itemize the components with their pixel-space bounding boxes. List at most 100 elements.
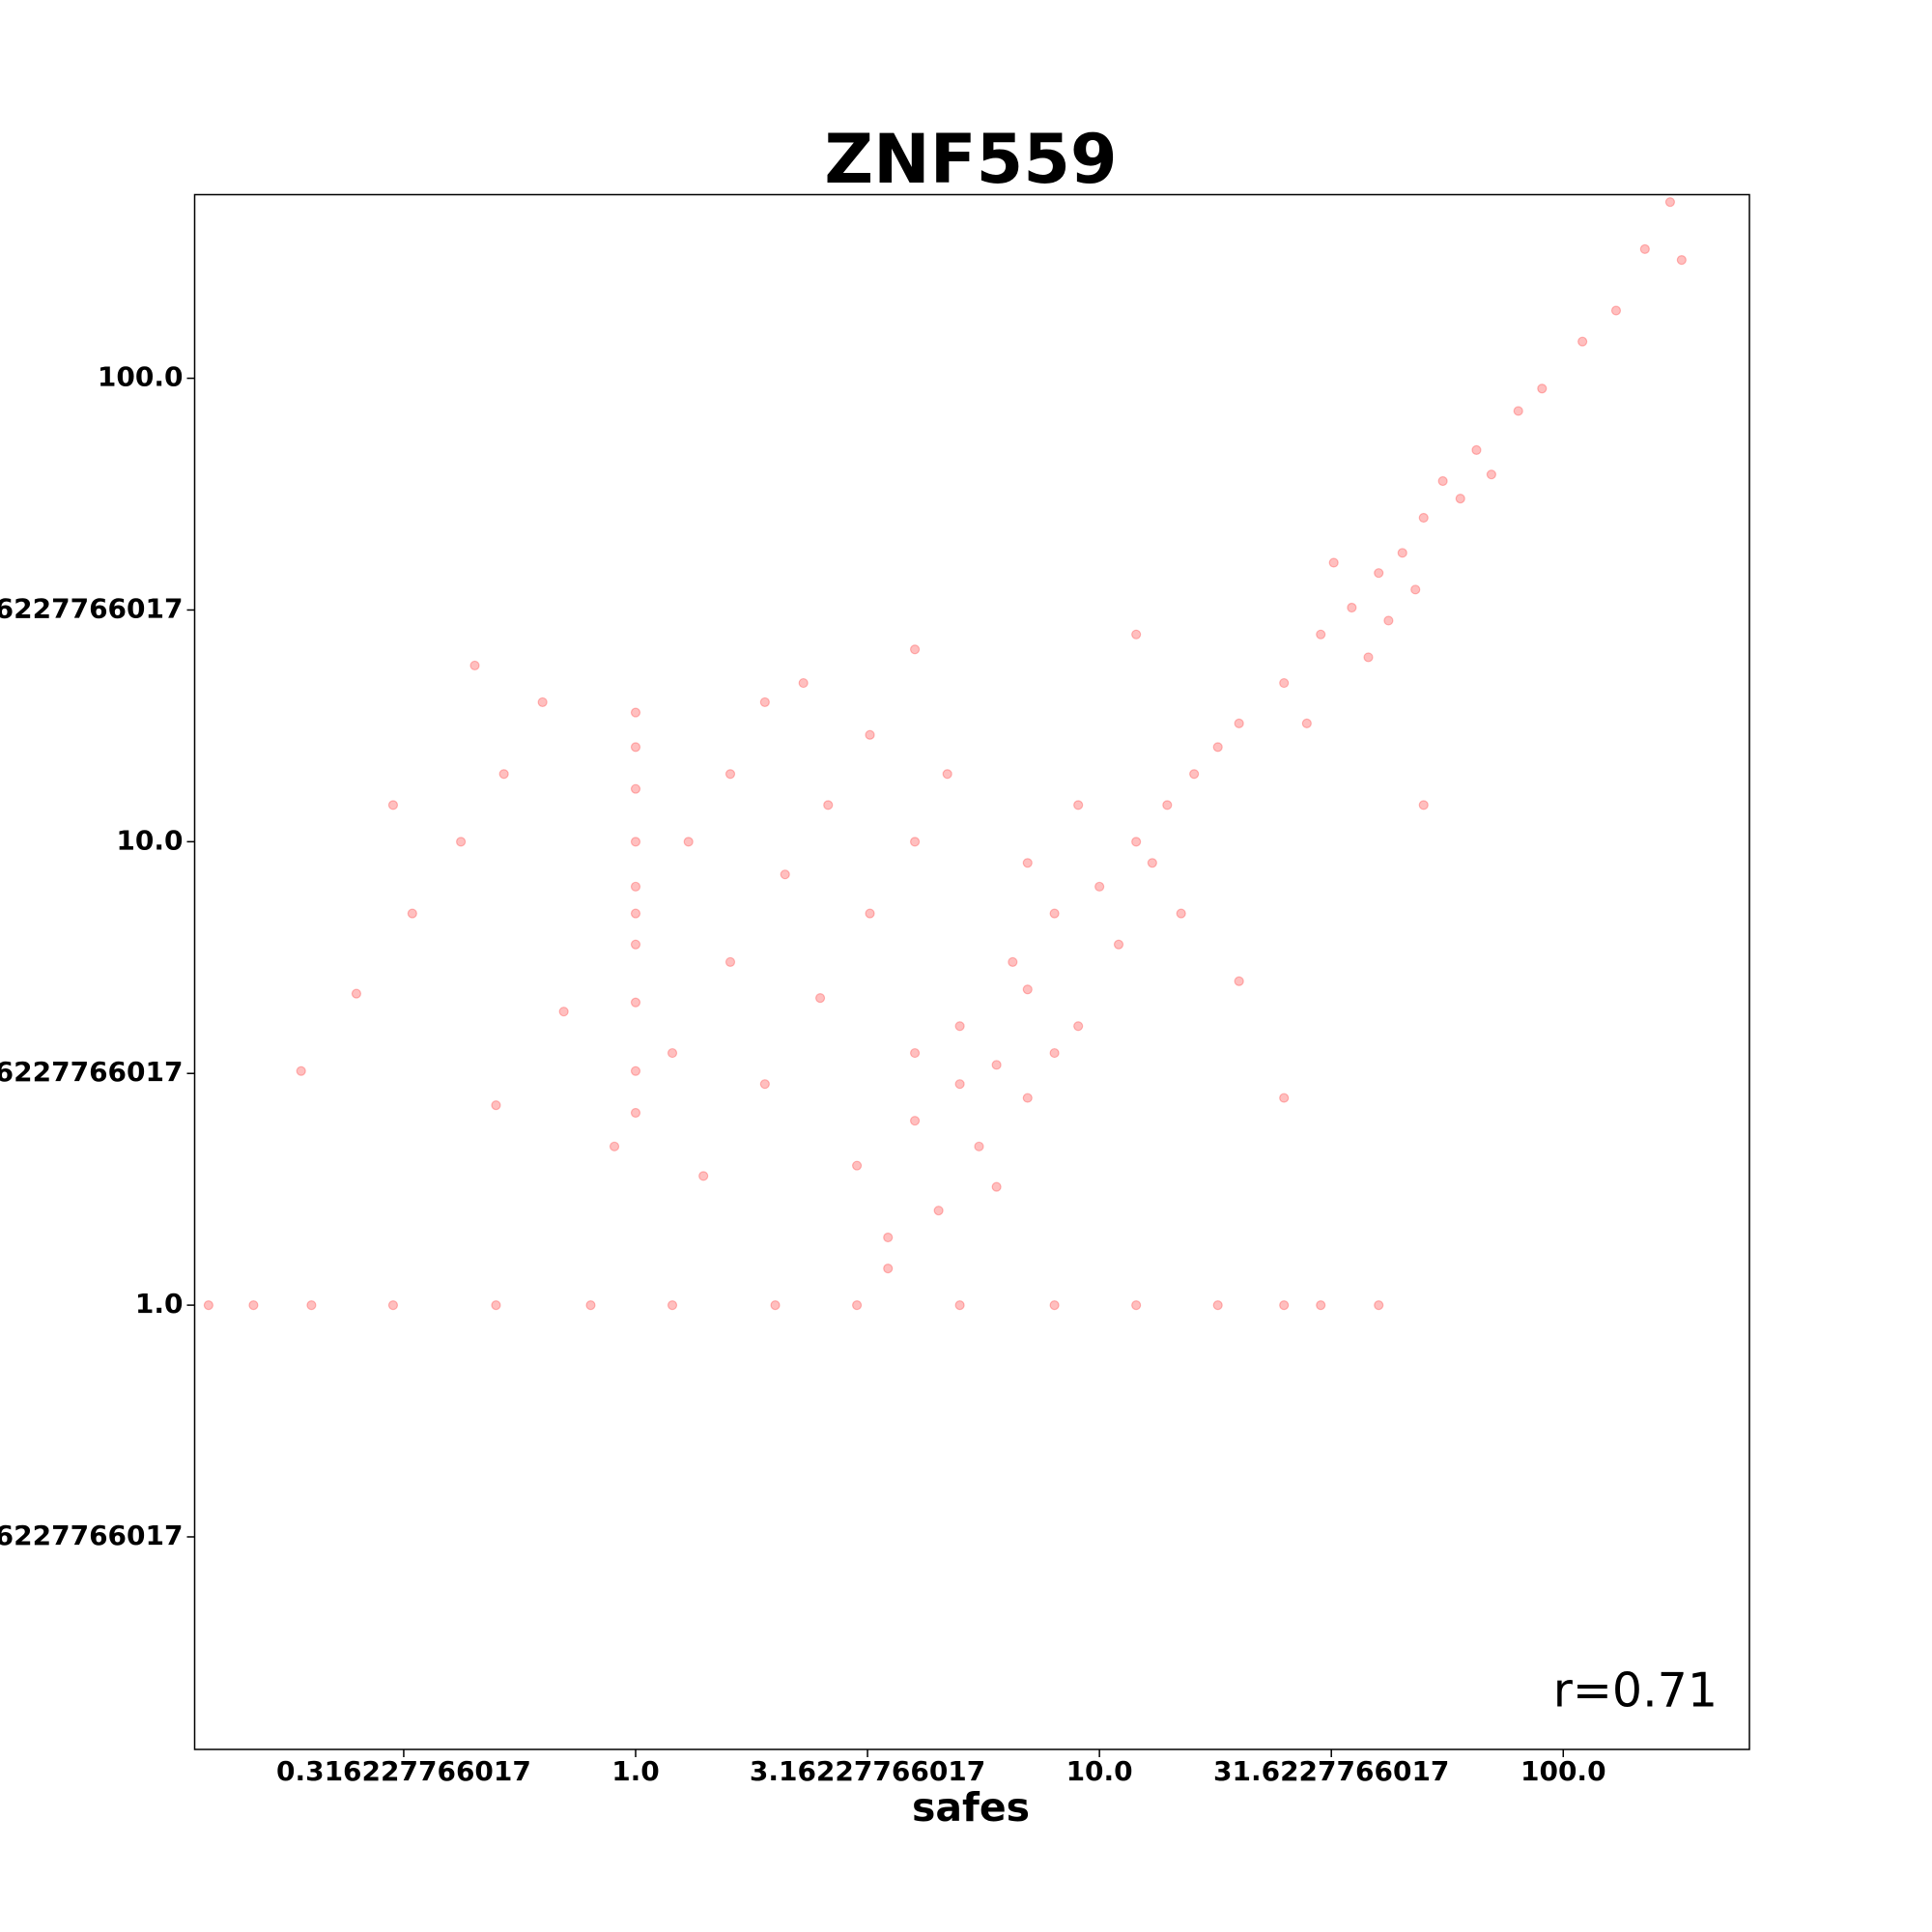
point (683, 837, 694, 847)
point (1176, 908, 1186, 919)
y-tick-label: 1.0 (135, 1288, 184, 1320)
point (865, 729, 875, 740)
y-tick-label: 100.0 (98, 361, 184, 393)
point (630, 939, 641, 950)
x-tick-label: 10.0 (1066, 1755, 1133, 1787)
point (1328, 557, 1339, 568)
point (630, 997, 641, 1008)
point (909, 837, 921, 847)
point (1162, 800, 1173, 810)
point (306, 1299, 317, 1311)
point (1212, 742, 1223, 753)
point (1113, 939, 1124, 950)
point (1418, 512, 1429, 524)
point (851, 1160, 863, 1171)
point (1363, 652, 1374, 663)
point (1022, 984, 1033, 995)
point (933, 1206, 944, 1216)
point (883, 1264, 894, 1274)
point (1577, 336, 1588, 347)
point (1513, 406, 1523, 416)
annotation: r=0.71 (1553, 1663, 1718, 1719)
point (558, 1007, 569, 1017)
point (724, 769, 736, 780)
point (1279, 677, 1290, 689)
point (351, 988, 362, 999)
point (954, 1079, 965, 1090)
point (498, 769, 509, 780)
x-tick-label: 31.6227766017 (1213, 1755, 1449, 1787)
point (1383, 615, 1394, 626)
x-tick-label: 0.316227766017 (276, 1755, 531, 1787)
point (1437, 475, 1448, 487)
point (630, 707, 641, 718)
point (1234, 718, 1244, 728)
point (1418, 800, 1429, 810)
point (1397, 548, 1407, 558)
point (407, 908, 417, 919)
point (991, 1181, 1002, 1192)
point (1537, 384, 1548, 394)
point (1486, 469, 1496, 480)
y-tick-label: 0.316227766017 (0, 1520, 184, 1551)
point (248, 1299, 259, 1311)
point (537, 696, 548, 708)
point (667, 1299, 678, 1311)
point (991, 1060, 1002, 1070)
points (203, 197, 1687, 1311)
point (630, 783, 641, 794)
point (1676, 255, 1687, 266)
point (823, 800, 834, 810)
point (469, 660, 480, 671)
point (1073, 800, 1084, 810)
point (1347, 602, 1357, 613)
point (630, 1065, 641, 1076)
point (1279, 1093, 1290, 1103)
point (1147, 858, 1157, 868)
point (909, 1116, 921, 1126)
point (630, 1107, 641, 1119)
y-tick-label: 31.6227766017 (0, 592, 184, 624)
point (1639, 243, 1650, 254)
point (1316, 1299, 1326, 1311)
x-tick-label: 3.16227766017 (750, 1755, 985, 1787)
point (667, 1047, 678, 1059)
point (1455, 494, 1465, 504)
point (759, 696, 770, 708)
point (698, 1171, 709, 1181)
point (724, 956, 736, 968)
x-axis-label: safes (912, 1784, 1030, 1831)
point (759, 1079, 770, 1090)
point (1008, 956, 1018, 968)
point (1131, 1299, 1142, 1311)
point (814, 993, 826, 1004)
point (585, 1299, 596, 1311)
point (1212, 1299, 1223, 1311)
point (909, 644, 921, 655)
point (909, 1047, 921, 1059)
point (1049, 1047, 1060, 1059)
y-tick-label: 3.16227766017 (0, 1056, 184, 1088)
point (1279, 1299, 1290, 1311)
point (1374, 568, 1384, 579)
point (974, 1141, 984, 1151)
point (780, 869, 790, 880)
point (1410, 584, 1421, 595)
point (851, 1299, 863, 1311)
point (1094, 881, 1105, 892)
point (630, 742, 641, 753)
point (1610, 305, 1622, 316)
plot-frame (193, 193, 1750, 1750)
x-tick-label: 1.0 (611, 1755, 660, 1787)
point (1189, 769, 1200, 780)
point (491, 1299, 501, 1311)
point (798, 677, 809, 689)
point (1234, 976, 1244, 986)
point (491, 1100, 501, 1111)
point (954, 1021, 965, 1032)
point (1374, 1299, 1384, 1311)
point (1049, 1299, 1060, 1311)
point (630, 908, 641, 919)
point (1471, 444, 1482, 455)
